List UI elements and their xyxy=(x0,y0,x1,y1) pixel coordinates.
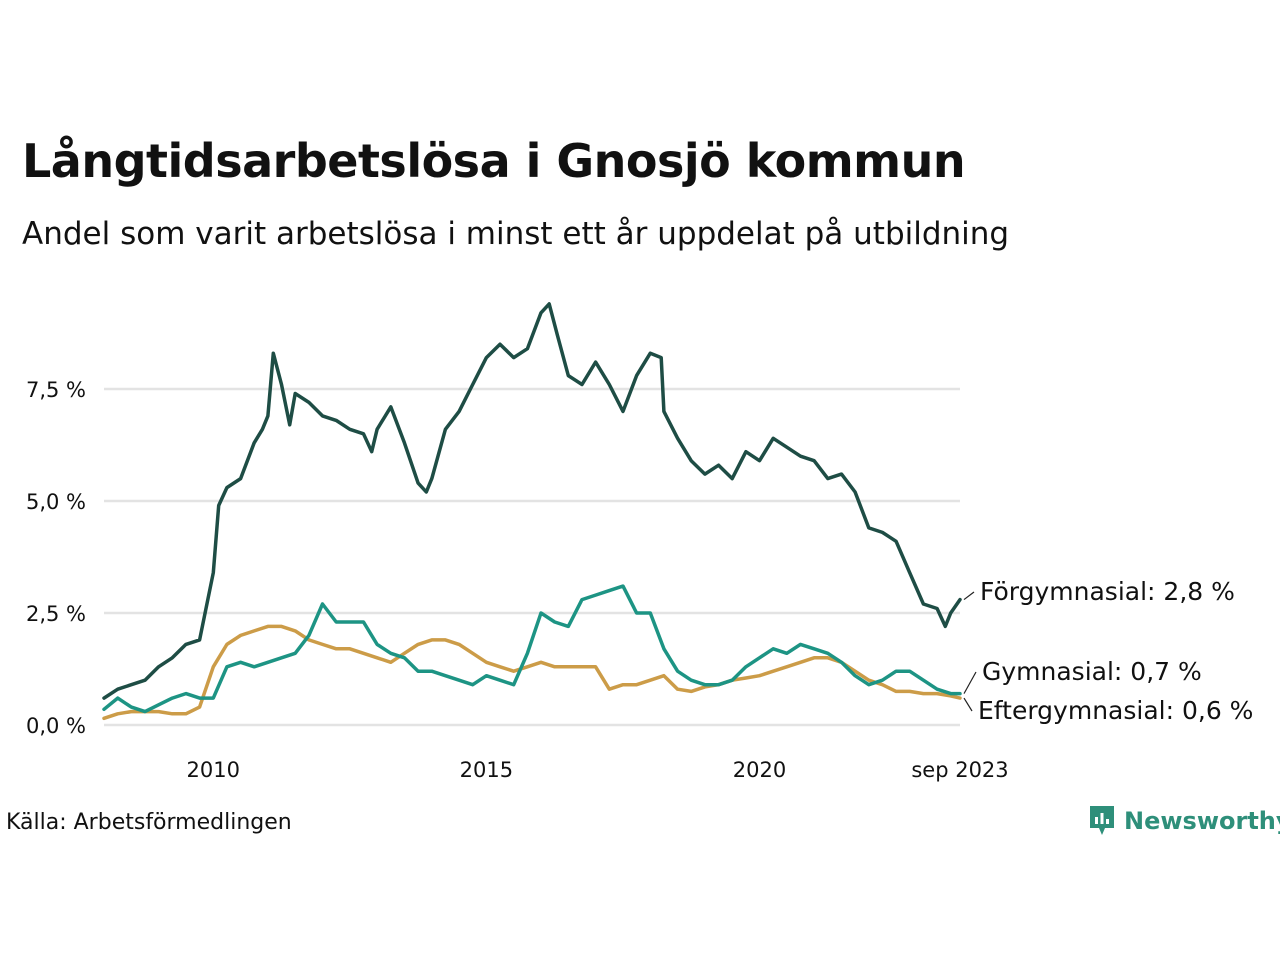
series-line-eftergymnasial xyxy=(102,624,962,721)
chart-subtitle: Andel som varit arbetslösa i minst ett å… xyxy=(22,216,1010,252)
y-tick-label: 0,0 % xyxy=(26,714,86,738)
chart-title: Långtidsarbetslösa i Gnosjö kommun xyxy=(22,134,966,188)
y-tick-label: 2,5 % xyxy=(26,602,86,626)
leader-line xyxy=(963,591,975,601)
newsworthy-logo-icon xyxy=(1090,806,1114,835)
x-tick-label: sep 2023 xyxy=(911,758,1008,782)
series-end-label: Eftergymnasial: 0,6 % xyxy=(978,696,1253,725)
y-tick-label: 5,0 % xyxy=(26,490,86,514)
x-tick-label: 2015 xyxy=(460,758,513,782)
newsworthy-logo: Newsworthy xyxy=(1088,804,1280,838)
series-line-gymnasial xyxy=(102,584,962,714)
y-tick-label: 7,5 % xyxy=(26,378,86,402)
x-tick-label: 2010 xyxy=(187,758,240,782)
source-note: Källa: Arbetsförmedlingen xyxy=(6,810,292,835)
brand-name: Newsworthy xyxy=(1124,807,1280,835)
leader-line xyxy=(963,671,977,694)
leader-line xyxy=(963,697,973,712)
series-end-label: Gymnasial: 0,7 % xyxy=(982,657,1202,686)
series-line-förgymnasial xyxy=(102,302,962,700)
series-end-label: Förgymnasial: 2,8 % xyxy=(980,577,1235,606)
x-tick-label: 2020 xyxy=(733,758,786,782)
